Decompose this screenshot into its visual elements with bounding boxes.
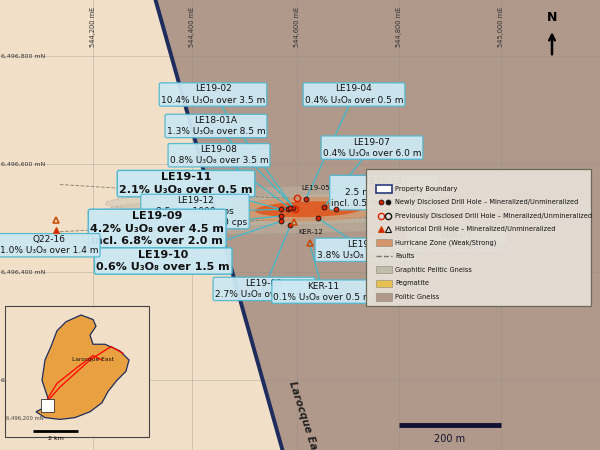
Text: N: N xyxy=(547,11,557,24)
Text: Newly Disclosed Drill Hole – Mineralized/Unmineralized: Newly Disclosed Drill Hole – Mineralized… xyxy=(395,199,579,205)
Text: Larocque East: Larocque East xyxy=(287,380,322,450)
Text: LE19-07
0.4% U₃O₈ over 6.0 m: LE19-07 0.4% U₃O₈ over 6.0 m xyxy=(323,138,421,157)
Text: KER-12: KER-12 xyxy=(299,229,323,235)
Ellipse shape xyxy=(105,184,525,212)
Text: 6,496,200 mN: 6,496,200 mN xyxy=(6,416,44,421)
Text: Q22-16
1.0% U₃O₈ over 1.4 m: Q22-16 1.0% U₃O₈ over 1.4 m xyxy=(0,235,98,255)
Text: 544,200 mE: 544,200 mE xyxy=(90,7,96,47)
Text: Historical Drill Hole – Mineralized/Unmineralized: Historical Drill Hole – Mineralized/Unmi… xyxy=(395,226,556,232)
Text: Faults: Faults xyxy=(395,253,415,259)
Ellipse shape xyxy=(105,202,525,226)
Text: Pegmatite: Pegmatite xyxy=(395,280,430,287)
Text: 2 km: 2 km xyxy=(48,436,64,441)
Bar xyxy=(376,280,392,287)
Text: 6,496,200 mN: 6,496,200 mN xyxy=(1,378,46,383)
Ellipse shape xyxy=(105,193,525,217)
Text: Hurricane Zone (Weak/Strong): Hurricane Zone (Weak/Strong) xyxy=(395,239,497,246)
FancyBboxPatch shape xyxy=(366,169,591,306)
Text: LE19-10
0.6% U₃O₈ over 1.5 m: LE19-10 0.6% U₃O₈ over 1.5 m xyxy=(97,250,230,272)
Text: LE19-02
10.4% U₃O₈ over 3.5 m: LE19-02 10.4% U₃O₈ over 3.5 m xyxy=(161,85,265,104)
Bar xyxy=(376,293,392,301)
Text: 6,496,800 mN: 6,496,800 mN xyxy=(1,54,46,59)
Bar xyxy=(41,399,54,412)
Text: LE19-03
2.7% U₃O₈ over 3.0 m: LE19-03 2.7% U₃O₈ over 3.0 m xyxy=(215,279,313,299)
Text: LE19-04
0.4% U₃O₈ over 0.5 m: LE19-04 0.4% U₃O₈ over 0.5 m xyxy=(305,85,403,104)
Text: KER-11
0.1% U₃O₈ over 0.5 m: KER-11 0.1% U₃O₈ over 0.5 m xyxy=(274,282,372,302)
Text: Previously Disclosed Drill Hole – Mineralized/Unmineralized: Previously Disclosed Drill Hole – Minera… xyxy=(395,213,593,219)
Text: LE19-13
2.5 m >1000 cps
incl. 0.5 m >10000 cps: LE19-13 2.5 m >1000 cps incl. 0.5 m >100… xyxy=(331,177,437,208)
Bar xyxy=(5,306,149,436)
Text: 6,496,400 mN: 6,496,400 mN xyxy=(1,270,46,275)
Bar xyxy=(376,266,392,274)
Text: Graphitic Pelitic Gneiss: Graphitic Pelitic Gneiss xyxy=(395,267,472,273)
Text: LE19-08
0.8% U₃O₈ over 3.5 m: LE19-08 0.8% U₃O₈ over 3.5 m xyxy=(170,145,268,165)
Ellipse shape xyxy=(105,207,525,234)
Text: 545,000 mE: 545,000 mE xyxy=(498,7,504,47)
Text: 544,800 mE: 544,800 mE xyxy=(396,7,402,47)
Text: Property Boundary: Property Boundary xyxy=(395,185,458,192)
Text: LE18-01A
1.3% U₃O₈ over 8.5 m: LE18-01A 1.3% U₃O₈ over 8.5 m xyxy=(167,116,265,136)
Text: LE19-09
4.2% U₃O₈ over 4.5 m
incl. 6.8% over 2.0 m: LE19-09 4.2% U₃O₈ over 4.5 m incl. 6.8% … xyxy=(90,211,224,246)
Text: Politic Gneiss: Politic Gneiss xyxy=(395,294,440,300)
Text: 200 m: 200 m xyxy=(434,434,466,444)
Text: Larocque East: Larocque East xyxy=(72,357,114,363)
Polygon shape xyxy=(153,0,600,450)
Text: LE19-11
2.1% U₃O₈ over 0.5 m: LE19-11 2.1% U₃O₈ over 0.5 m xyxy=(119,172,253,195)
Text: KER-07
0.1% U₃O₈ over 0.1 m: KER-07 0.1% U₃O₈ over 0.1 m xyxy=(407,231,505,251)
Bar xyxy=(376,239,392,247)
Text: 544,600 mE: 544,600 mE xyxy=(294,7,300,47)
Bar xyxy=(376,184,392,193)
Text: LE19-05: LE19-05 xyxy=(302,185,331,191)
Ellipse shape xyxy=(105,198,525,220)
Polygon shape xyxy=(36,315,129,419)
Ellipse shape xyxy=(255,201,363,217)
Text: LE19-06
3.8% U₃O₈ over 4.0 m: LE19-06 3.8% U₃O₈ over 4.0 m xyxy=(317,240,415,260)
Ellipse shape xyxy=(225,197,393,222)
Text: 6,496,600 mN: 6,496,600 mN xyxy=(1,162,46,167)
Text: 544,400 mE: 544,400 mE xyxy=(189,7,195,47)
Text: LE19-12
8.5 m >1000 cps
incl. 2.5 m >10000 cps: LE19-12 8.5 m >1000 cps incl. 2.5 m >100… xyxy=(142,196,248,227)
